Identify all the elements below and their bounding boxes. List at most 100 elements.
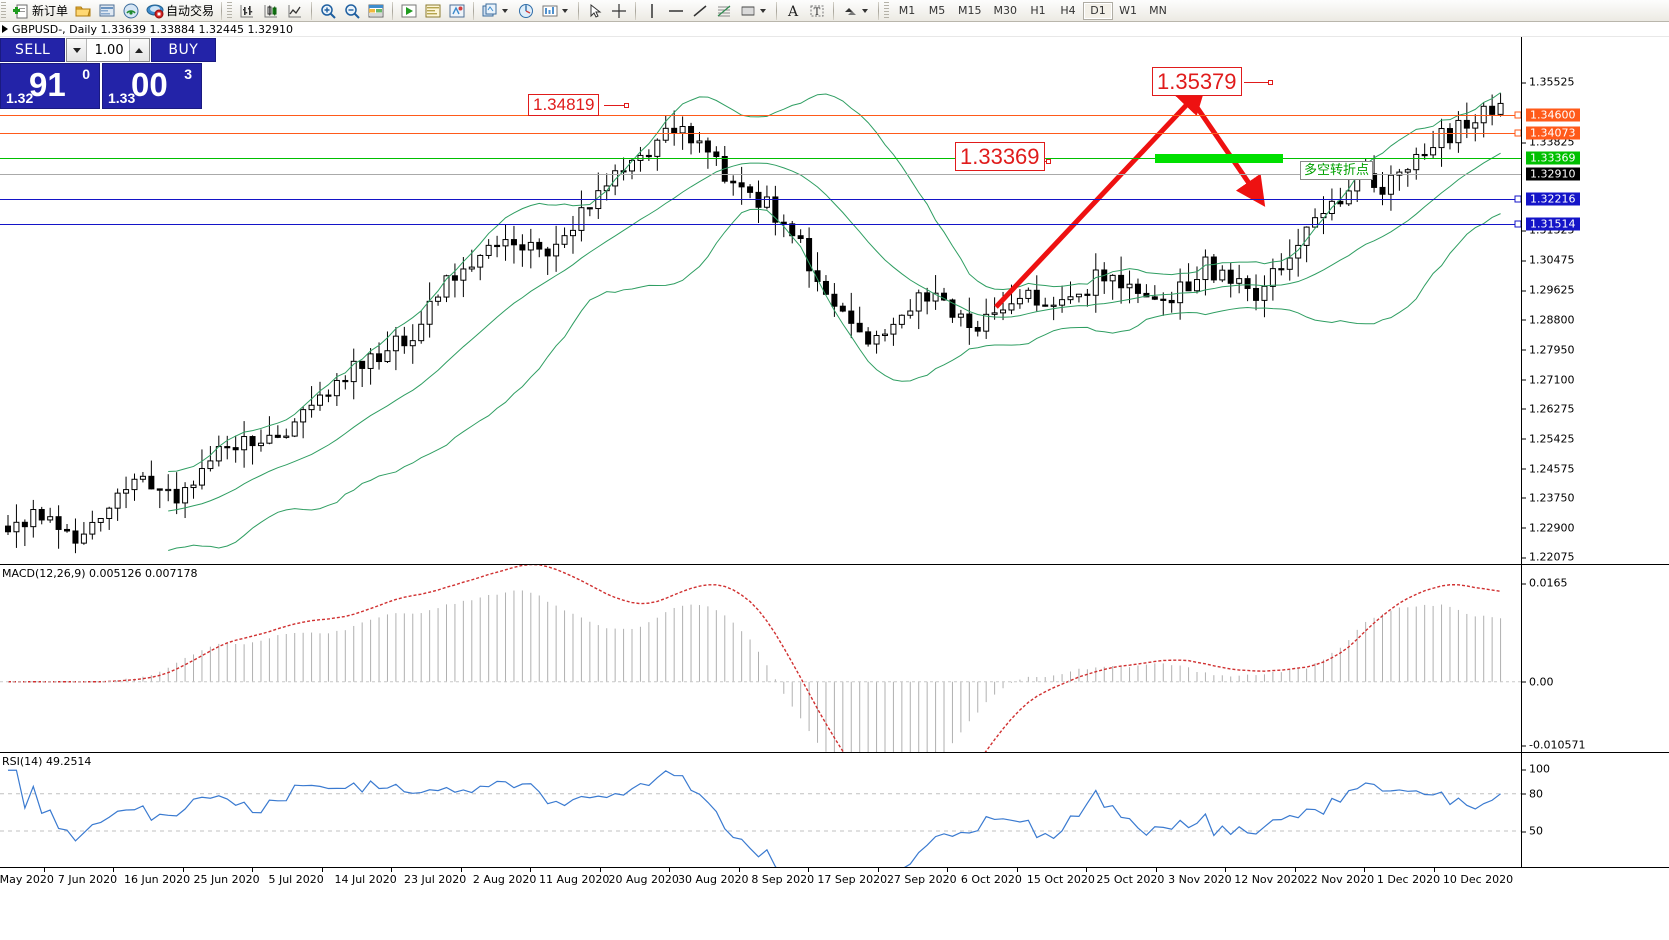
callout-anchor[interactable] [624,103,629,108]
toolbar-grip-2[interactable] [227,1,233,20]
buy-price-prefix: 1.33 [108,90,136,106]
price-tag-1.32910[interactable]: 1.32910 [1526,167,1580,181]
templates-button[interactable] [478,1,514,21]
text-button[interactable]: A [781,1,805,21]
data-window-button[interactable] [421,1,445,21]
macd-plot[interactable] [0,565,1521,752]
level-line-1.34600[interactable] [0,114,1521,116]
line-chart-button[interactable] [283,1,307,21]
auto-trading-button[interactable]: 自动交易 [143,1,217,21]
volume-increase-button[interactable] [128,39,149,61]
price-tag-1.32216[interactable]: 1.32216 [1526,192,1580,206]
support-zone-band[interactable] [1155,154,1283,164]
terminal-button[interactable] [95,1,119,21]
price-tag-1.31514[interactable]: 1.31514 [1526,217,1580,231]
volume-value[interactable]: 1.00 [94,42,124,58]
price-candles-svg [5,92,1504,554]
timeframe-m5[interactable]: M5 [928,4,946,17]
text-note-annotation[interactable]: 多空转折点 [1300,161,1374,180]
time-tick [530,868,532,872]
fibo-button[interactable] [712,1,736,21]
hline-icon [667,2,685,20]
cursor-icon [586,2,604,20]
vline-button[interactable] [640,1,664,21]
chart-area[interactable]: 1.34819 1.35379 1.33369 多空转折点 1.35525 1.3382… [0,37,1669,940]
macd-pane[interactable]: MACD(12,26,9) 0.005126 0.007178 0.0165 0.… [0,564,1669,752]
level-handle-1.31514[interactable] [1514,220,1521,228]
text-icon: A [784,2,802,20]
hline-button[interactable] [664,1,688,21]
timeframe-m15[interactable]: M15 [958,4,982,17]
level-handle-1.32216[interactable] [1514,195,1521,203]
periods-button[interactable] [538,1,574,21]
price-callout[interactable]: 1.34819 [528,94,600,116]
chevron-down-icon-4[interactable] [862,8,869,13]
folder-button[interactable] [71,1,95,21]
new-order-icon [12,2,30,20]
chevron-down-icon-3[interactable] [760,8,767,13]
chevron-down-icon[interactable] [502,8,509,13]
price-tick: 1.27100 [1522,373,1575,386]
price-callout[interactable]: 1.33369 [955,142,1045,171]
signal-button[interactable] [119,1,143,21]
timeframe-mn[interactable]: MN [1149,4,1167,17]
indicators-button[interactable] [514,1,538,21]
toolbar-grip-3[interactable] [884,1,890,20]
price-tag-1.34600[interactable]: 1.34600 [1526,108,1580,122]
timeframe-h1[interactable]: H1 [1030,4,1046,17]
zoom-out-button[interactable] [340,1,364,21]
chevron-down-icon-2[interactable] [562,8,569,13]
price-tag-1.34073[interactable]: 1.34073 [1526,126,1580,140]
volume-decrease-button[interactable] [67,39,88,61]
equidistant-button[interactable] [736,1,772,21]
time-tick [808,868,810,872]
timeframe-d1[interactable]: D1 [1083,1,1114,20]
buy-price-display[interactable]: 1.33 00 3 [102,63,202,109]
price-axis[interactable]: 1.35525 1.33825 1.31325 1.30475 1.29625 1.288… [1521,37,1669,564]
trendline-button[interactable] [688,1,712,21]
level-line-1.31514[interactable] [0,223,1521,225]
candlestick-chart-button[interactable] [259,1,283,21]
level-line-1.34073[interactable] [0,133,1521,135]
toolbar-grip[interactable] [1,1,6,20]
timeframe-h4[interactable]: H4 [1060,4,1076,17]
bar-chart-icon [238,2,256,20]
macd-axis[interactable]: 0.0165 0.00 -0.010571 [1521,565,1669,752]
arrows-button[interactable] [838,1,874,21]
label-button[interactable]: T [805,1,829,21]
bar-chart-button[interactable] [235,1,259,21]
level-handle-1.34073[interactable] [1514,129,1521,137]
zoom-in-button[interactable] [316,1,340,21]
timeframe-m1[interactable]: M1 [898,4,916,17]
callout-anchor[interactable] [1046,159,1051,164]
collapse-arrow-icon[interactable] [2,25,8,33]
sell-price-display[interactable]: 1.32 91 0 [0,63,100,109]
play-button[interactable] [397,1,421,21]
sell-button[interactable]: SELL [0,38,66,62]
chart-grid-icon [367,2,385,20]
volume-stepper[interactable]: 1.00 [66,38,150,62]
cursor-button[interactable] [583,1,607,21]
level-line-1.32910[interactable] [0,174,1521,176]
price-plot[interactable]: 1.34819 1.35379 1.33369 多空转折点 [0,37,1521,564]
sell-price-prefix: 1.32 [6,90,34,106]
timeframe-w1[interactable]: W1 [1119,4,1137,17]
time-tick [321,868,323,872]
callout-anchor[interactable] [1268,80,1273,85]
price-tag-1.33369[interactable]: 1.33369 [1526,151,1580,165]
caret-up-icon [135,47,144,53]
price-callout[interactable]: 1.35379 [1152,67,1242,96]
toolbar-separator-3 [392,1,394,20]
buy-button[interactable]: BUY [150,38,216,62]
level-line-1.32216[interactable] [0,198,1521,200]
timeframe-m30[interactable]: M30 [993,4,1018,17]
price-pane[interactable]: 1.34819 1.35379 1.33369 多空转折点 1.35525 1.3382… [0,37,1669,564]
trendline-icon [691,2,709,20]
crosshair-button[interactable] [607,1,631,21]
new-order-button[interactable]: 新订单 [9,1,71,21]
chart-grid-button[interactable] [364,1,388,21]
level-handle-1.34600[interactable] [1514,111,1521,119]
level-line-1.33369[interactable] [0,158,1521,160]
navigator-button[interactable] [445,1,469,21]
